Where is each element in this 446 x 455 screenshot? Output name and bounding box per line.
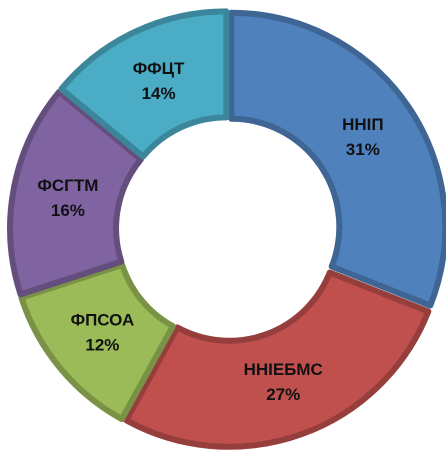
value-label: 14% xyxy=(142,84,176,103)
value-label: 16% xyxy=(51,201,85,220)
value-label: 31% xyxy=(346,140,380,159)
category-label: ФПСОА xyxy=(71,310,135,329)
donut-segment xyxy=(58,8,230,160)
donut-segment xyxy=(7,88,144,298)
value-label: 12% xyxy=(85,335,119,354)
donut-segment xyxy=(228,9,446,309)
donut-segment xyxy=(18,261,176,423)
donut-segment xyxy=(123,269,432,450)
category-label: ННІЕБМС xyxy=(244,360,323,379)
category-label: ФСГТМ xyxy=(37,176,98,195)
category-label: ННІП xyxy=(342,115,384,134)
category-label: ФФЦТ xyxy=(133,59,185,78)
value-label: 27% xyxy=(266,385,300,404)
